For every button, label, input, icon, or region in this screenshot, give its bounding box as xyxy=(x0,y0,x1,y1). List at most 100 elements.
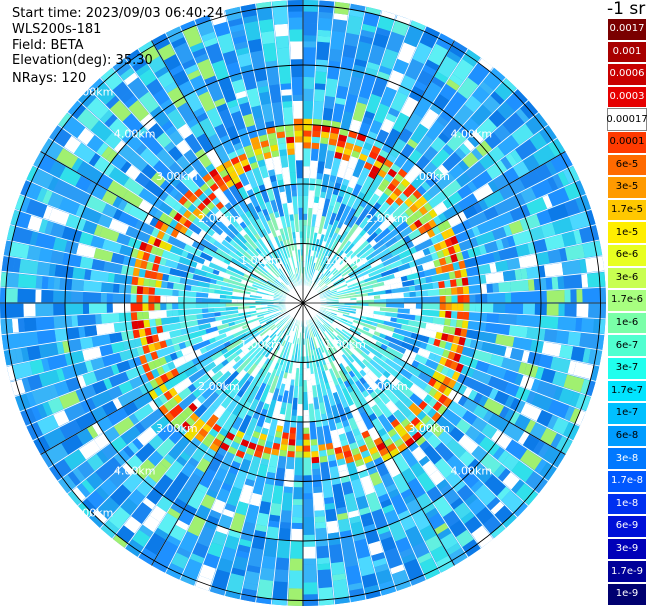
ray-gate xyxy=(148,206,159,217)
ray-gate xyxy=(451,311,458,319)
ray-gate xyxy=(239,221,247,229)
ray-gate xyxy=(318,450,327,457)
ray-gate xyxy=(245,417,258,437)
ray-gate xyxy=(323,338,333,350)
ray-gate xyxy=(376,400,393,419)
ray-gate xyxy=(360,512,373,522)
ray-gate xyxy=(71,157,84,172)
ray-gate xyxy=(289,427,297,434)
ray-gate xyxy=(404,198,414,208)
ray-gate xyxy=(81,206,102,224)
ray-gate xyxy=(246,87,261,108)
ray-gate xyxy=(144,532,166,556)
ray-gate xyxy=(340,111,354,131)
ray-gate xyxy=(528,290,547,303)
ray-gate xyxy=(362,381,374,395)
ray-gate xyxy=(341,481,354,495)
ray-gate xyxy=(180,325,200,335)
ray-gate xyxy=(207,346,221,357)
colorbar-cell: 1.7e-6 xyxy=(607,289,647,312)
ray-gate xyxy=(168,429,184,445)
ray-gate xyxy=(209,509,222,520)
ray-gate xyxy=(350,383,365,401)
ray-gate xyxy=(498,124,511,138)
ray-gate xyxy=(425,418,436,429)
ray-gate xyxy=(233,355,241,363)
ray-gate xyxy=(372,281,385,288)
ray-gate xyxy=(445,295,452,303)
ray-gate xyxy=(395,220,409,233)
ray-gate xyxy=(442,386,453,397)
ray-gate xyxy=(474,432,486,445)
ray-gate xyxy=(72,104,86,119)
ray-gate xyxy=(233,314,252,322)
ray-gate xyxy=(17,318,25,333)
ray-gate xyxy=(244,270,252,276)
ray-gate xyxy=(471,525,494,548)
ray-gate xyxy=(197,526,215,548)
ray-separator xyxy=(302,165,574,304)
ray-gate xyxy=(135,143,147,156)
ray-gate xyxy=(328,138,338,146)
ray-gate xyxy=(326,295,339,300)
ray-gate xyxy=(226,165,236,174)
range-ring-label: 3.00km xyxy=(156,170,198,183)
ray-gate xyxy=(472,183,494,202)
ray-gate xyxy=(332,19,347,33)
ray-gate xyxy=(38,248,53,263)
ray-gate xyxy=(278,65,291,84)
ray-gate xyxy=(545,277,553,290)
ray-separator xyxy=(302,255,603,304)
ray-gate xyxy=(245,169,258,189)
ray-gate xyxy=(219,451,235,472)
ray-gate xyxy=(246,316,265,325)
ray-gate xyxy=(164,157,176,168)
ray-gate xyxy=(478,244,487,255)
ray-gate xyxy=(303,362,307,369)
ray-gate xyxy=(317,265,322,272)
ray-gate xyxy=(256,597,272,605)
ray-gate xyxy=(415,303,422,309)
ray-gate xyxy=(456,286,464,295)
ray-gate xyxy=(283,328,289,334)
ray-gate xyxy=(254,233,261,241)
ray-gate xyxy=(296,261,300,274)
ray-gate xyxy=(100,68,123,91)
ray-gate xyxy=(400,324,420,334)
ray-gate xyxy=(299,231,303,238)
ray-gate xyxy=(331,322,343,331)
ray-gate xyxy=(376,129,389,144)
ray-gate xyxy=(303,130,312,137)
ray-gate xyxy=(315,315,330,329)
ray-gate xyxy=(217,149,230,164)
ray-gate xyxy=(259,324,276,337)
ray-gate xyxy=(123,387,143,404)
ray-gate xyxy=(156,325,164,334)
ray-gate xyxy=(353,332,365,342)
ray-gate xyxy=(118,380,134,395)
ray-gate xyxy=(479,274,487,284)
ray-gate xyxy=(257,368,265,375)
ray-gate xyxy=(355,208,370,226)
ray-gate xyxy=(112,398,123,410)
ray-gate xyxy=(312,118,322,126)
ray-separator xyxy=(3,255,304,304)
ray-gate xyxy=(208,428,219,438)
ray-gate xyxy=(160,223,169,233)
ray-gate xyxy=(498,313,517,325)
ray-gate xyxy=(181,462,196,478)
ray-gate xyxy=(269,212,279,231)
ray-gate xyxy=(155,318,162,326)
ray-gate xyxy=(533,278,541,291)
azimuth-spokes xyxy=(0,0,606,606)
ray-gate xyxy=(303,457,312,476)
ray-gate xyxy=(247,156,257,164)
ray-gate xyxy=(196,457,211,473)
ray-gate xyxy=(292,505,303,518)
ray-gate xyxy=(303,564,317,583)
ray-gate xyxy=(313,279,322,290)
ray-gate xyxy=(408,285,416,292)
ray-gate xyxy=(359,506,371,516)
ray-gate xyxy=(418,205,428,216)
ray-gate xyxy=(422,191,433,202)
